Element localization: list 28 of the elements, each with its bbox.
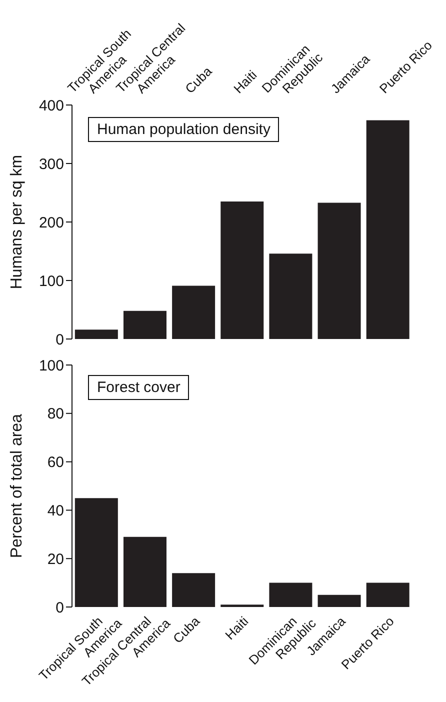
bar [123,310,166,339]
bar [366,582,410,607]
bar [269,254,312,339]
bar [172,286,216,339]
y-tick-label: 0 [56,599,64,616]
bar [318,594,361,607]
bar [74,330,118,339]
text: Human population density [88,117,280,142]
y-tick-label: 300 [38,156,64,173]
y-axis-title: Percent of total area [8,414,26,558]
y-tick-label: 400 [38,97,64,114]
y-tick-label: 100 [38,272,64,290]
y-tick-label: 60 [47,454,64,472]
bar [74,498,118,607]
bar [318,202,361,339]
text: Forest cover [88,375,190,400]
y-tick-label: 200 [38,214,64,232]
y-tick-label: 20 [47,550,64,568]
bar [366,120,410,339]
bar [220,202,264,339]
y-tick-label: 80 [47,406,64,423]
y-tick-label: 100 [38,357,64,374]
bar [269,582,312,607]
y-axis-title: Humans per sq km [8,154,26,290]
y-tick-label: 0 [56,331,64,348]
bar [172,573,216,607]
y-tick-label: 40 [47,502,64,520]
bar [123,536,166,607]
